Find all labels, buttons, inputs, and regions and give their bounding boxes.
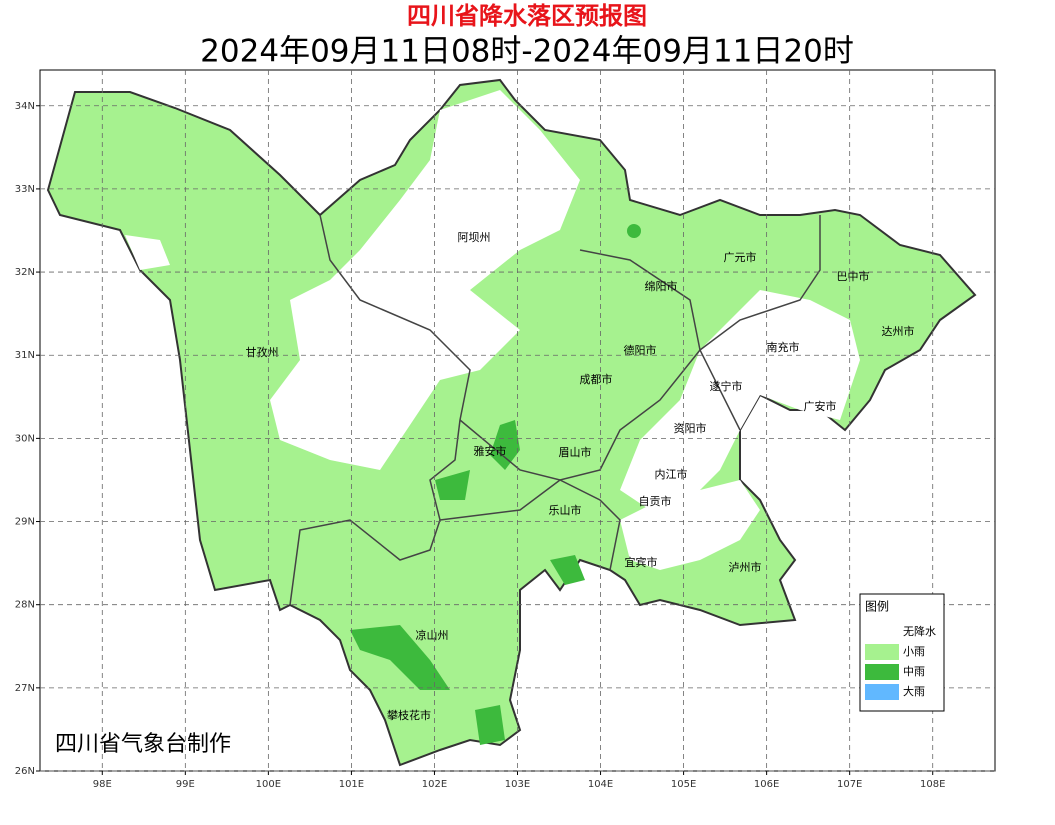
y-tick-label: 30N — [15, 433, 35, 444]
y-tick-label: 33N — [15, 184, 35, 195]
x-tick-label: 107E — [837, 779, 862, 790]
place-label: 达州市 — [882, 324, 915, 338]
place-label: 阿坝州 — [458, 230, 491, 244]
place-label: 攀枝花市 — [387, 708, 431, 722]
place-label: 雅安市 — [474, 444, 507, 458]
place-label: 成都市 — [580, 372, 613, 386]
city-boundary — [289, 214, 471, 606]
y-tick-label: 27N — [15, 683, 35, 694]
place-label: 泸州市 — [729, 560, 762, 574]
place-label: 绵阳市 — [645, 279, 678, 293]
credit: 四川省气象台制作 — [55, 732, 231, 757]
moderate-rain-area — [627, 224, 641, 238]
moderate-rain-area — [490, 420, 520, 470]
place-label: 南充市 — [767, 340, 800, 354]
place-label: 眉山市 — [559, 445, 592, 459]
legend-swatch — [865, 644, 899, 660]
city-boundary — [699, 215, 821, 431]
x-tick-label: 99E — [176, 779, 195, 790]
x-tick-label: 105E — [671, 779, 696, 790]
moderate-rain-area — [435, 470, 470, 500]
moderate-rain-area — [550, 555, 585, 585]
no-rain-area — [620, 480, 760, 570]
moderate-rain-area — [350, 625, 450, 690]
y-tick-label: 32N — [15, 267, 35, 278]
legend-label: 中雨 — [903, 665, 925, 678]
x-tick-label: 100E — [256, 779, 281, 790]
legend-title: 图例 — [865, 600, 889, 614]
y-tick-label: 26N — [15, 766, 35, 777]
legend-swatch — [865, 624, 899, 640]
no-rain-area — [270, 90, 580, 470]
place-label: 自贡市 — [639, 494, 672, 508]
legend-label: 小雨 — [903, 645, 925, 658]
legend-label: 大雨 — [903, 684, 925, 698]
y-tick-label: 28N — [15, 600, 35, 611]
x-tick-label: 108E — [920, 779, 945, 790]
x-tick-label: 102E — [422, 779, 447, 790]
province — [46, 78, 977, 767]
place-label: 巴中市 — [837, 269, 870, 283]
place-label: 广安市 — [804, 399, 837, 413]
city-boundary — [459, 249, 701, 481]
y-tick-label: 34N — [15, 101, 35, 112]
place-label: 乐山市 — [549, 503, 582, 517]
x-tick-label: 104E — [588, 779, 613, 790]
title: 四川省降水落区预报图 — [407, 2, 647, 30]
x-tick-label: 101E — [339, 779, 364, 790]
x-tick-label: 103E — [505, 779, 530, 790]
place-label: 宜宾市 — [625, 555, 658, 569]
legend-swatch — [865, 684, 899, 700]
place-label: 内江市 — [655, 467, 688, 481]
place-label: 资阳市 — [674, 421, 707, 435]
graticule: 98E 99E 100E 101E 102E 103E 104E 105E 106E 107E 10… — [15, 70, 995, 790]
place-label: 遂宁市 — [710, 379, 743, 393]
moderate-rain-area — [475, 705, 505, 745]
place-label: 广元市 — [724, 250, 757, 264]
city-boundary — [439, 479, 621, 571]
no-rain-area — [125, 235, 170, 270]
no-rain-area — [620, 290, 860, 510]
place-label: 甘孜州 — [246, 345, 279, 359]
legend-swatch — [865, 664, 899, 680]
legend-label: 无降水 — [903, 624, 936, 638]
place-label: 德阳市 — [624, 343, 657, 357]
y-tick-label: 31N — [15, 350, 35, 361]
subtitle: 2024年09月11日08时-2024年09月11日20时 — [200, 34, 854, 70]
x-tick-label: 98E — [93, 779, 112, 790]
place-label: 凉山州 — [416, 628, 449, 642]
y-tick-label: 29N — [15, 517, 35, 528]
places: 阿坝州 甘孜州 广元市 巴中市 绵阳市 达州市 德阳市 南充市 成都市 遂宁市 … — [246, 230, 915, 722]
x-tick-label: 106E — [754, 779, 779, 790]
